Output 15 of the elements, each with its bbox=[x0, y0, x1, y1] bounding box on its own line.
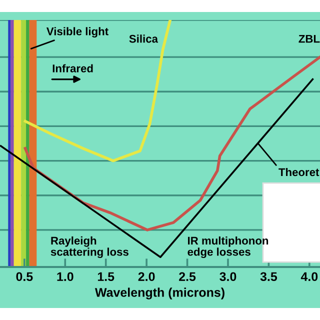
series-label: Silica bbox=[129, 34, 158, 43]
x-tick-label: 3.5 bbox=[260, 272, 278, 282]
x-tick-label: 2.5 bbox=[179, 272, 196, 282]
band-label: Visible light bbox=[46, 27, 108, 38]
annotation: Rayleigh scattering loss bbox=[50, 236, 128, 258]
annotation: Infrared bbox=[52, 64, 93, 72]
text: Theoret bbox=[278, 168, 320, 176]
series-label: ZBL bbox=[298, 34, 320, 43]
x-tick-label: 0.5 bbox=[16, 272, 33, 282]
x-tick-label: 1.0 bbox=[57, 272, 74, 282]
x-tick-label: 4.0 bbox=[300, 272, 318, 282]
x-tick-label: 3.0 bbox=[220, 272, 236, 282]
x-tick-label: 1.5 bbox=[98, 272, 114, 282]
x-tick-label: 2.0 bbox=[138, 272, 155, 282]
x-axis-title: Wavelength (microns) bbox=[94, 288, 224, 300]
